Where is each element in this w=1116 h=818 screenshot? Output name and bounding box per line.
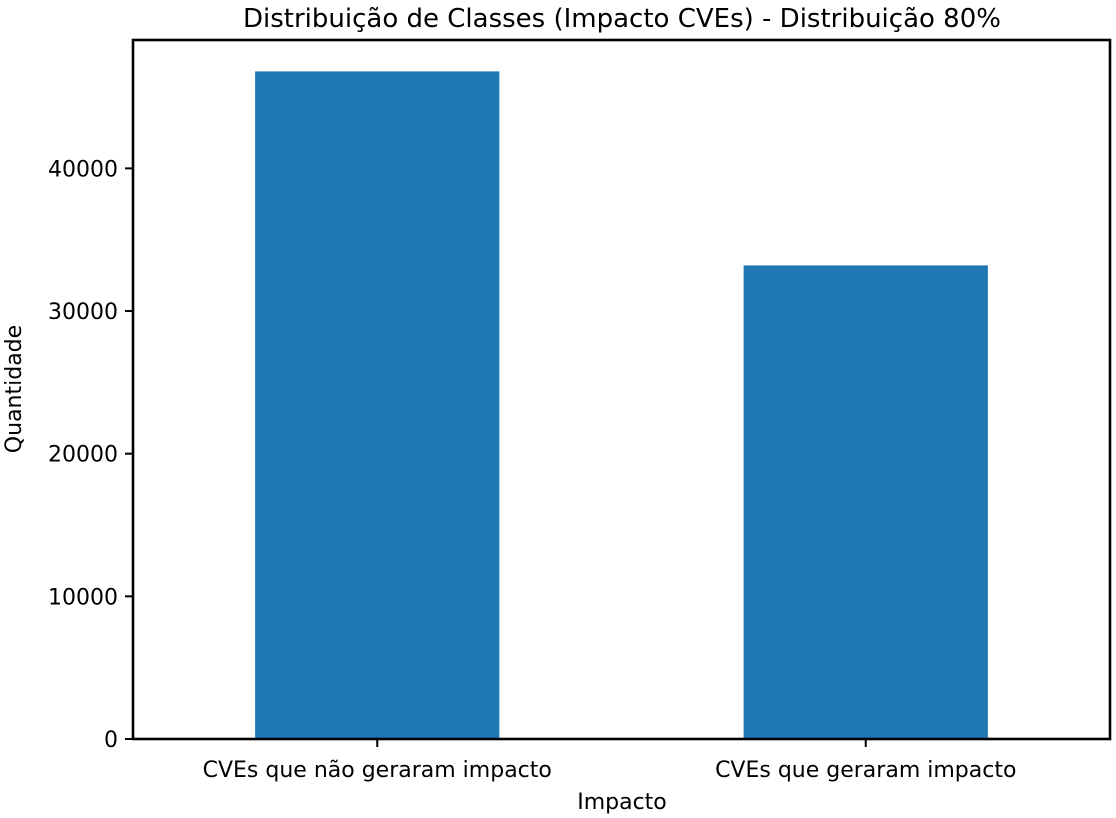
y-tick-label: 30000 — [48, 300, 118, 325]
x-axis-label: Impacto — [577, 790, 667, 815]
y-tick-label: 20000 — [48, 443, 118, 468]
chart-title: Distribuição de Classes (Impacto CVEs) -… — [243, 4, 1001, 34]
y-tick-label: 10000 — [48, 585, 118, 610]
bars-group — [255, 71, 988, 740]
y-tick-label: 0 — [104, 728, 118, 753]
y-axis: 0 10000 20000 30000 40000 — [48, 157, 133, 753]
x-tick-label: CVEs que não geraram impacto — [203, 758, 552, 783]
bar-1 — [743, 265, 988, 739]
bar-0 — [255, 71, 500, 740]
y-axis-label: Quantidade — [2, 325, 27, 453]
plot-frame — [131, 38, 1112, 741]
x-tick-label: CVEs que geraram impacto — [715, 758, 1016, 783]
x-axis: CVEs que não geraram impacto CVEs que ger… — [203, 739, 1016, 783]
y-tick-label: 40000 — [48, 157, 118, 182]
